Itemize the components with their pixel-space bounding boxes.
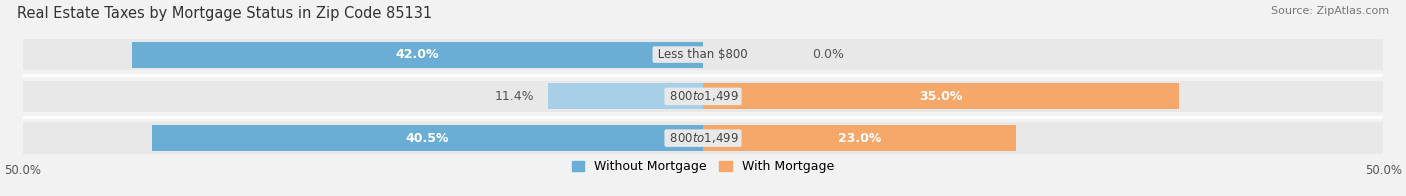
Bar: [703, 83, 1180, 109]
Bar: [22, 39, 1384, 70]
Text: 0.0%: 0.0%: [811, 48, 844, 61]
Legend: Without Mortgage, With Mortgage: Without Mortgage, With Mortgage: [567, 155, 839, 178]
Bar: [22, 81, 1384, 112]
Text: Source: ZipAtlas.com: Source: ZipAtlas.com: [1271, 6, 1389, 16]
Bar: [703, 125, 1017, 151]
Bar: [152, 125, 703, 151]
Text: 35.0%: 35.0%: [920, 90, 963, 103]
Text: $800 to $1,499: $800 to $1,499: [666, 89, 740, 103]
Text: 42.0%: 42.0%: [395, 48, 439, 61]
Text: 40.5%: 40.5%: [406, 132, 449, 145]
Text: 11.4%: 11.4%: [495, 90, 534, 103]
Text: Less than $800: Less than $800: [654, 48, 752, 61]
Bar: [22, 122, 1384, 154]
Text: $800 to $1,499: $800 to $1,499: [666, 131, 740, 145]
Text: Real Estate Taxes by Mortgage Status in Zip Code 85131: Real Estate Taxes by Mortgage Status in …: [17, 6, 432, 21]
Text: 23.0%: 23.0%: [838, 132, 882, 145]
Bar: [548, 83, 703, 109]
Bar: [132, 42, 703, 68]
